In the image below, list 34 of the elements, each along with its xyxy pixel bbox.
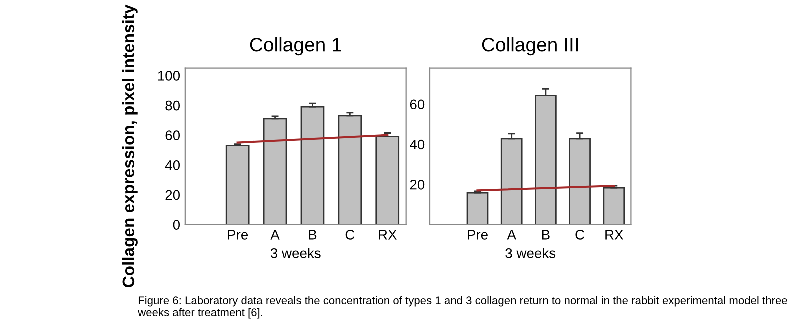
bar	[603, 187, 626, 225]
bar	[263, 118, 288, 225]
y-tick-label: 20	[166, 190, 180, 200]
x-tick-label: A	[507, 230, 516, 240]
y-tick-label: 100	[158, 71, 180, 81]
y-tick-label: 60	[166, 130, 180, 141]
chart-title: Collagen III	[482, 38, 578, 56]
x-tick-label: C	[346, 230, 355, 240]
bar	[338, 115, 362, 225]
x-axis-title: 3 weeks	[270, 248, 321, 258]
bar	[376, 136, 400, 225]
bar	[300, 106, 325, 225]
bar	[466, 192, 489, 225]
bar	[569, 138, 591, 225]
y-tick-label: 0	[173, 220, 180, 230]
y-tick-label: 40	[165, 160, 180, 170]
y-tick-label: 20	[410, 180, 425, 190]
x-tick-label: Pre	[228, 230, 248, 240]
y-tick-label: 80	[166, 100, 180, 111]
x-tick-label: B	[542, 230, 550, 240]
y-tick-label: 40	[410, 140, 425, 150]
x-tick-label: Pre	[468, 230, 488, 240]
x-tick-label: A	[270, 230, 280, 240]
bar	[500, 138, 523, 225]
bar	[226, 145, 250, 225]
x-tick-label: C	[576, 230, 585, 240]
x-tick-label: RX	[379, 230, 397, 240]
x-tick-label: B	[309, 230, 317, 240]
caption: Figure 6: Laboratory data reveals the concentration of types 1 and 3 collagen return to normal in the rabbit experimental model three weeks after treatment [6].	[138, 296, 788, 319]
chart-title: Collagen 1	[250, 38, 342, 56]
y-axis-title: Collagen expression, pixel intensity	[122, 4, 138, 288]
x-axis-title: 3 weeks	[506, 248, 556, 258]
y-tick-label: 60	[410, 100, 425, 110]
x-tick-label: RX	[606, 230, 624, 240]
